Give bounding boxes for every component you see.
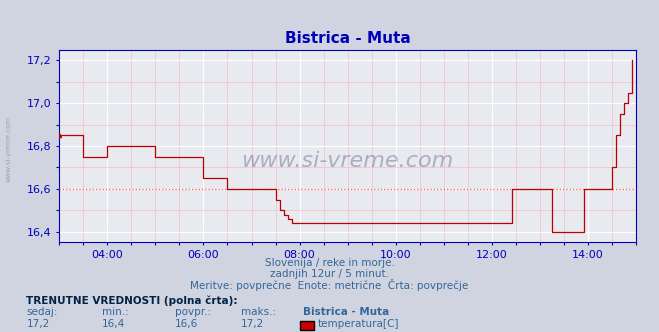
Text: Meritve: povprečne  Enote: metrične  Črta: povprečje: Meritve: povprečne Enote: metrične Črta:… bbox=[190, 279, 469, 291]
Text: 16,4: 16,4 bbox=[102, 319, 125, 329]
Text: zadnjih 12ur / 5 minut.: zadnjih 12ur / 5 minut. bbox=[270, 269, 389, 279]
Text: Bistrica - Muta: Bistrica - Muta bbox=[303, 307, 389, 317]
Text: 16,6: 16,6 bbox=[175, 319, 198, 329]
Text: TRENUTNE VREDNOSTI (polna črta):: TRENUTNE VREDNOSTI (polna črta): bbox=[26, 295, 238, 306]
Text: temperatura[C]: temperatura[C] bbox=[318, 319, 399, 329]
Text: Slovenija / reke in morje.: Slovenija / reke in morje. bbox=[264, 258, 395, 268]
Text: povpr.:: povpr.: bbox=[175, 307, 211, 317]
Text: 17,2: 17,2 bbox=[241, 319, 264, 329]
Text: sedaj:: sedaj: bbox=[26, 307, 58, 317]
Text: min.:: min.: bbox=[102, 307, 129, 317]
Text: 17,2: 17,2 bbox=[26, 319, 49, 329]
Title: Bistrica - Muta: Bistrica - Muta bbox=[285, 31, 411, 46]
Text: www.si-vreme.com: www.si-vreme.com bbox=[5, 116, 12, 183]
Text: www.si-vreme.com: www.si-vreme.com bbox=[241, 151, 454, 171]
Text: maks.:: maks.: bbox=[241, 307, 275, 317]
